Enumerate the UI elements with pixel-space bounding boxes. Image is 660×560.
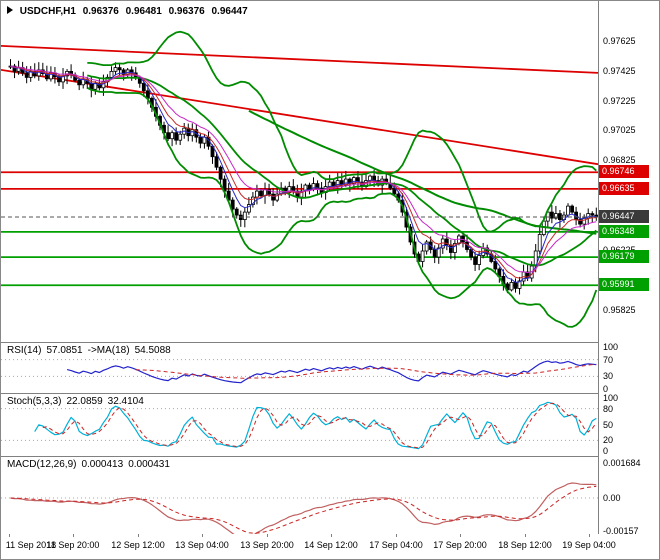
- main-plot-layer: [1, 30, 598, 328]
- axis-tick-label: 50: [603, 419, 614, 430]
- price-axis[interactable]: 0.976250.974250.972250.970250.968250.962…: [599, 1, 659, 536]
- ohlc-close: 0.96447: [211, 6, 248, 17]
- time-label: 12 Sep 12:00: [111, 540, 165, 550]
- time-tick: [267, 534, 268, 537]
- time-tick: [525, 534, 526, 537]
- rsi-plot-layer: [1, 359, 598, 384]
- time-label: 17 Sep 20:00: [433, 540, 487, 550]
- panel-separator-rsi-stoch[interactable]: [1, 393, 659, 394]
- axis-tick-label: 0.97225: [603, 95, 636, 106]
- time-tick: [589, 534, 590, 537]
- axis-tick-label: 30: [603, 371, 614, 382]
- axis-tick-label: 0.001684: [603, 458, 641, 468]
- axis-tick-label: 100: [603, 393, 619, 403]
- chart-title: USDCHF,H1 0.96376 0.96481 0.96376 0.9644…: [7, 6, 252, 17]
- time-label: 14 Sep 12:00: [304, 540, 358, 550]
- axis-tick-label: 0: [603, 384, 609, 394]
- stoch-signal-value: 32.4104: [107, 396, 144, 407]
- price-tag: 0.95991: [599, 278, 649, 292]
- time-label: 13 Sep 04:00: [175, 540, 229, 550]
- axis-tick-label: 0.97025: [603, 125, 636, 136]
- price-tag: 0.96746: [599, 165, 649, 179]
- stoch-value: 22.0859: [66, 396, 103, 407]
- rsi-label: RSI(14) 57.0851 ->MA(18) 54.5088: [7, 345, 176, 356]
- macd-value: 0.000413: [81, 459, 124, 470]
- macd-label: MACD(12,26,9) 0.000413 0.000431: [7, 459, 175, 470]
- stoch-name: Stoch(5,3,3): [7, 396, 62, 407]
- ohlc-open: 0.96376: [82, 6, 119, 17]
- axis-tick-label: 70: [603, 354, 614, 365]
- macd-name: MACD(12,26,9): [7, 459, 77, 470]
- time-tick: [396, 534, 397, 537]
- time-label: 17 Sep 04:00: [369, 540, 423, 550]
- axis-tick-label: 20: [603, 435, 614, 446]
- chart-shift-icon: [7, 6, 13, 14]
- price-tag: 0.96447: [599, 210, 649, 224]
- ohlc-high: 0.96481: [125, 6, 162, 17]
- time-tick: [331, 534, 332, 537]
- ohlc-low: 0.96376: [168, 6, 205, 17]
- chart-canvas[interactable]: [1, 1, 598, 534]
- time-tick: [138, 534, 139, 537]
- axis-tick-label: 0: [603, 446, 609, 456]
- time-tick: [460, 534, 461, 537]
- macd-plot-layer: [1, 482, 598, 534]
- price-tag: 0.96635: [599, 181, 649, 195]
- axis-tick-label: 0.00: [603, 493, 621, 503]
- stoch-label: Stoch(5,3,3) 22.0859 32.4104: [7, 396, 149, 407]
- time-tick: [202, 534, 203, 537]
- rsi-ma-name: ->MA(18): [87, 345, 130, 356]
- axis-tick-label: 0.97625: [603, 35, 636, 46]
- rsi-ma-value: 54.5088: [134, 345, 171, 356]
- time-label: 13 Sep 20:00: [240, 540, 294, 550]
- axis-tick-label: 0.97425: [603, 65, 636, 76]
- price-tag: 0.96179: [599, 250, 649, 264]
- price-axis-divider: [598, 1, 599, 534]
- axis-tick-label: 80: [603, 403, 614, 414]
- time-axis[interactable]: 11 Sep 2018 11 Sep 20:00 12 Sep 12:00 13 Se…: [1, 534, 659, 559]
- macd-signal-value: 0.000431: [128, 459, 170, 470]
- time-label: 18 Sep 12:00: [498, 540, 552, 550]
- time-tick: [9, 534, 10, 537]
- time-label: 19 Sep 04:00: [562, 540, 616, 550]
- axis-tick-label: 0.95825: [603, 305, 636, 316]
- rsi-value: 57.0851: [46, 345, 83, 356]
- price-tag: 0.96348: [599, 224, 649, 238]
- time-label: 11 Sep 20:00: [46, 540, 100, 550]
- stoch-plot-layer: [1, 401, 598, 450]
- time-tick: [73, 534, 74, 537]
- axis-tick-label: -0.00157: [603, 525, 639, 536]
- rsi-name: RSI(14): [7, 345, 42, 356]
- axis-tick-label: 0.96825: [603, 155, 636, 166]
- time-label: 11 Sep 2018: [5, 540, 57, 550]
- axis-tick-label: 100: [603, 342, 619, 352]
- panel-separator-main-rsi[interactable]: [1, 342, 659, 343]
- symbol-timeframe: USDCHF,H1: [19, 6, 76, 17]
- panel-separator-stoch-macd[interactable]: [1, 456, 659, 457]
